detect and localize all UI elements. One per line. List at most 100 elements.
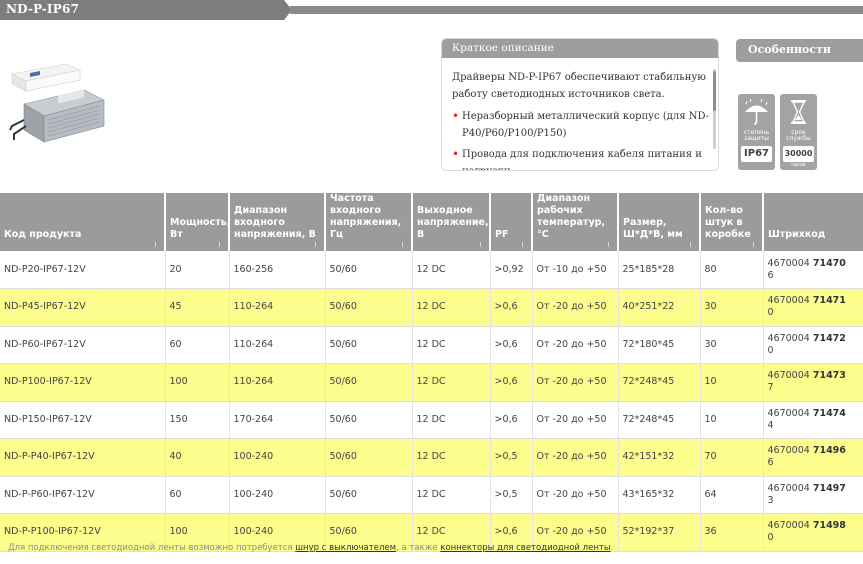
sort-icon[interactable] <box>155 242 161 247</box>
cell-pf: >0,6 <box>490 401 533 439</box>
cell-pf: >0,5 <box>490 476 533 514</box>
description-scrollbar-thumb[interactable] <box>713 71 716 111</box>
column-header[interactable]: Диапазон входного напряжения, В <box>229 193 326 251</box>
short-description-panel: Краткое описание Драйверы ND-P-IP67 обес… <box>442 39 718 170</box>
product-image <box>4 60 112 156</box>
column-header[interactable]: Штрихкод <box>763 193 863 251</box>
table-row[interactable]: ND-P-P100-IP67-12V 100 100-240 50/60 12 DC >0… <box>0 513 863 552</box>
link-led-strip-connectors[interactable]: коннекторы для светодиодной ленты <box>440 543 611 553</box>
cell-code: ND-P-P100-IP67-12V <box>0 513 166 552</box>
cell-power: 100 <box>165 513 230 552</box>
umbrella-rain-icon <box>745 98 768 125</box>
feature-badge-value: IP67 <box>741 146 772 162</box>
sort-icon[interactable] <box>480 242 486 247</box>
cell-size: 72*248*45 <box>618 363 701 402</box>
column-header[interactable]: Диапазон рабочих температур, °С <box>532 193 619 251</box>
table-header-row: Код продукта Мощность, Вт Диапазон входн… <box>0 193 863 251</box>
cell-barcode: 4670004 71473 7 <box>763 363 863 402</box>
column-header[interactable]: Код продукта <box>0 193 166 251</box>
cell-vout: 12 DC <box>412 288 491 327</box>
cell-pf: >0,6 <box>490 513 533 552</box>
cell-freq: 50/60 <box>325 326 413 364</box>
sort-icon[interactable] <box>315 242 321 247</box>
cell-pf: >0,6 <box>490 288 533 327</box>
cell-power: 150 <box>165 401 230 439</box>
sort-icon[interactable] <box>522 242 528 247</box>
cell-temp: От -20 до +50 <box>532 363 619 402</box>
short-description-title: Краткое описание <box>442 39 718 58</box>
cell-vout: 12 DC <box>412 476 491 514</box>
cell-barcode: 4670004 71498 0 <box>763 513 863 552</box>
features-panel: Особенности степень защиты IP67 срок слу… <box>736 39 863 170</box>
feature-badge-lifetime: срок службы 30000 часов <box>780 94 817 170</box>
cell-vout: 12 DC <box>412 438 491 477</box>
cell-temp: От -20 до +50 <box>532 476 619 514</box>
sort-icon[interactable] <box>690 242 696 247</box>
cell-vin: 110-264 <box>229 326 326 364</box>
cell-vin: 110-264 <box>229 288 326 327</box>
table-row[interactable]: ND-P-P40-IP67-12V 40 100-240 50/60 12 DC >0,5… <box>0 438 863 477</box>
table-row[interactable]: ND-P60-IP67-12V 60 110-264 50/60 12 DC >0,6 От… <box>0 326 863 364</box>
short-description-intro: Драйверы ND-P-IP67 обеспечивают стабильн… <box>452 72 706 100</box>
feature-badge-protection: степень защиты IP67 <box>738 94 775 170</box>
cell-barcode: 4670004 71497 3 <box>763 476 863 514</box>
cell-vout: 12 DC <box>412 513 491 552</box>
products-table: Код продукта Мощность, Вт Диапазон входн… <box>0 193 863 552</box>
cell-code: ND-P150-IP67-12V <box>0 401 166 439</box>
cell-power: 100 <box>165 363 230 402</box>
footer-note: Для подключения светодиодной ленты возмо… <box>8 543 614 553</box>
cell-freq: 50/60 <box>325 363 413 402</box>
cell-temp: От -20 до +50 <box>532 326 619 364</box>
cell-power: 60 <box>165 326 230 364</box>
column-header[interactable]: PF <box>490 193 533 251</box>
short-description-body: Драйверы ND-P-IP67 обеспечивают стабильн… <box>452 69 710 170</box>
list-item: Неразборный металлический корпус (для ND… <box>452 108 710 142</box>
cell-temp: От -20 до +50 <box>532 288 619 327</box>
table-row[interactable]: ND-P-P60-IP67-12V 60 100-240 50/60 12 DC >0,5… <box>0 476 863 514</box>
column-header[interactable]: Частота входного напряжения, Гц <box>325 193 413 251</box>
cell-qty: 80 <box>700 251 764 289</box>
sort-icon[interactable] <box>402 242 408 247</box>
column-header[interactable]: Кол-во штук в коробке <box>700 193 764 251</box>
sort-icon[interactable] <box>608 242 614 247</box>
feature-badge-label: степень защиты <box>743 129 770 142</box>
cell-code: ND-P-P60-IP67-12V <box>0 476 166 514</box>
cell-vout: 12 DC <box>412 363 491 402</box>
link-cord-with-switch[interactable]: шнур с выключателем <box>295 543 397 553</box>
cell-code: ND-P-P40-IP67-12V <box>0 438 166 477</box>
cell-vin: 110-264 <box>229 363 326 402</box>
cell-freq: 50/60 <box>325 438 413 477</box>
column-header[interactable]: Размер, Ш*Д*В, мм <box>618 193 701 251</box>
cell-power: 45 <box>165 288 230 327</box>
cell-pf: >0,6 <box>490 326 533 364</box>
table-row[interactable]: ND-P150-IP67-12V 150 170-264 50/60 12 DC >0,6… <box>0 401 863 439</box>
cell-temp: От -10 до +50 <box>532 251 619 289</box>
table-row[interactable]: ND-P100-IP67-12V 100 110-264 50/60 12 DC >0,6… <box>0 363 863 402</box>
cell-size: 72*180*45 <box>618 326 701 364</box>
table-row[interactable]: ND-P20-IP67-12V 20 160-256 50/60 12 DC >0,92 О… <box>0 251 863 289</box>
feature-badge-label: срок службы <box>786 129 811 142</box>
sort-icon[interactable] <box>219 242 225 247</box>
cell-vout: 12 DC <box>412 401 491 439</box>
cell-qty: 10 <box>700 401 764 439</box>
header-rule <box>290 6 863 14</box>
sort-icon[interactable] <box>753 242 759 247</box>
cell-barcode: 4670004 71470 6 <box>763 251 863 289</box>
cell-temp: От -20 до +50 <box>532 438 619 477</box>
cell-size: 25*185*28 <box>618 251 701 289</box>
column-header[interactable]: Выходное напряжение, В <box>412 193 491 251</box>
cell-power: 60 <box>165 476 230 514</box>
table-row[interactable]: ND-P45-IP67-12V 45 110-264 50/60 12 DC >0,6 От… <box>0 288 863 327</box>
features-title: Особенности <box>736 39 863 62</box>
column-header[interactable]: Мощность, Вт <box>165 193 230 251</box>
cell-code: ND-P20-IP67-12V <box>0 251 166 289</box>
cell-barcode: 4670004 71496 6 <box>763 438 863 477</box>
cell-freq: 50/60 <box>325 251 413 289</box>
cell-freq: 50/60 <box>325 288 413 327</box>
cell-code: ND-P60-IP67-12V <box>0 326 166 364</box>
cell-pf: >0,6 <box>490 363 533 402</box>
cell-vin: 160-256 <box>229 251 326 289</box>
short-description-list: Неразборный металлический корпус (для ND… <box>452 108 710 170</box>
cell-freq: 50/60 <box>325 476 413 514</box>
feature-badge-value: 30000 <box>783 146 814 162</box>
